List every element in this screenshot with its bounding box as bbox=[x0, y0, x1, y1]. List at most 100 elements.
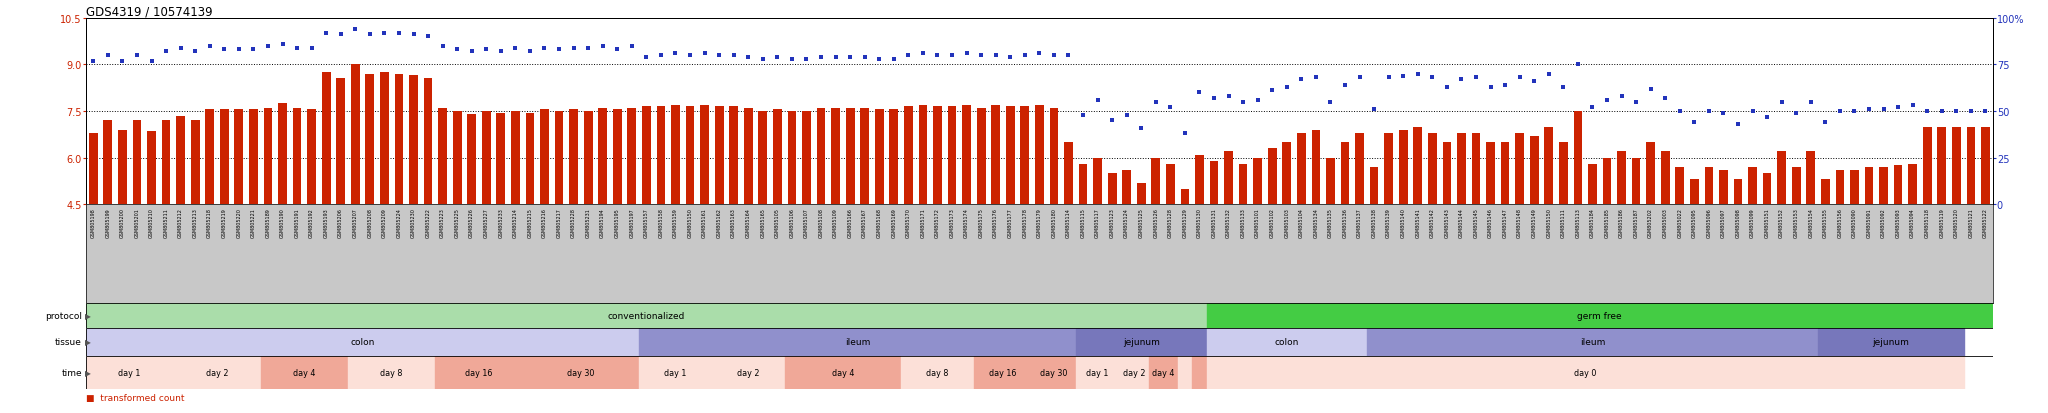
Text: GSM805219: GSM805219 bbox=[221, 208, 227, 237]
Text: GSM805161: GSM805161 bbox=[702, 208, 707, 237]
Text: GSM805192: GSM805192 bbox=[309, 208, 313, 237]
Bar bbox=[948, 107, 956, 205]
Bar bbox=[1065, 143, 1073, 205]
Bar bbox=[1366, 328, 1819, 356]
Bar bbox=[1075, 356, 1120, 389]
Text: GSM805228: GSM805228 bbox=[571, 208, 575, 237]
Bar bbox=[598, 109, 606, 205]
Text: ▶: ▶ bbox=[86, 337, 90, 347]
Text: GSM805003: GSM805003 bbox=[1663, 208, 1667, 237]
Bar bbox=[1733, 180, 1743, 205]
Bar bbox=[729, 107, 737, 205]
Text: GSM805095: GSM805095 bbox=[1692, 208, 1698, 237]
Text: GSM805121: GSM805121 bbox=[1968, 208, 1974, 237]
Text: GSM805214: GSM805214 bbox=[512, 208, 518, 237]
Bar bbox=[1180, 190, 1190, 205]
Bar bbox=[350, 65, 360, 205]
Bar bbox=[1239, 164, 1247, 205]
Text: GSM805140: GSM805140 bbox=[1401, 208, 1405, 237]
Text: GSM805159: GSM805159 bbox=[674, 208, 678, 237]
Text: GSM805109: GSM805109 bbox=[834, 208, 838, 237]
Bar bbox=[860, 109, 868, 205]
Text: GSM805211: GSM805211 bbox=[164, 208, 168, 237]
Text: ileum: ileum bbox=[844, 337, 870, 347]
Text: GSM805098: GSM805098 bbox=[1735, 208, 1741, 237]
Bar bbox=[657, 107, 666, 205]
Text: GSM805133: GSM805133 bbox=[1241, 208, 1245, 237]
Bar bbox=[219, 110, 229, 205]
Text: GSM805132: GSM805132 bbox=[1227, 208, 1231, 237]
Bar bbox=[1032, 356, 1075, 389]
Text: day 1: day 1 bbox=[664, 368, 686, 377]
Bar bbox=[1690, 180, 1698, 205]
Text: ▶: ▶ bbox=[86, 311, 90, 320]
Bar bbox=[920, 106, 928, 205]
Text: GDS4319 / 10574139: GDS4319 / 10574139 bbox=[86, 6, 213, 19]
Bar bbox=[1821, 180, 1829, 205]
Bar bbox=[1210, 161, 1219, 205]
Text: GSM805156: GSM805156 bbox=[1837, 208, 1843, 237]
Text: GSM805099: GSM805099 bbox=[1751, 208, 1755, 237]
Bar bbox=[1108, 174, 1116, 205]
Text: day 8: day 8 bbox=[381, 368, 403, 377]
Text: GSM805174: GSM805174 bbox=[965, 208, 969, 237]
Text: GSM805217: GSM805217 bbox=[557, 208, 561, 237]
Bar bbox=[174, 356, 260, 389]
Text: GSM805175: GSM805175 bbox=[979, 208, 983, 237]
Text: GSM805225: GSM805225 bbox=[455, 208, 459, 237]
Bar bbox=[1880, 168, 1888, 205]
Bar bbox=[1864, 168, 1874, 205]
Text: GSM805128: GSM805128 bbox=[1167, 208, 1174, 237]
Bar bbox=[336, 79, 346, 205]
Text: GSM805223: GSM805223 bbox=[440, 208, 444, 237]
Bar bbox=[1206, 304, 1993, 328]
Text: GSM805119: GSM805119 bbox=[1939, 208, 1944, 237]
Bar bbox=[395, 74, 403, 205]
Text: GSM805187: GSM805187 bbox=[1634, 208, 1638, 237]
Text: GSM805168: GSM805168 bbox=[877, 208, 883, 237]
Text: day 0: day 0 bbox=[1575, 368, 1595, 377]
Bar bbox=[1587, 164, 1597, 205]
Text: GSM805154: GSM805154 bbox=[1808, 208, 1812, 237]
Bar bbox=[176, 116, 184, 205]
Bar bbox=[541, 110, 549, 205]
Text: day 4: day 4 bbox=[831, 368, 854, 377]
Bar bbox=[1079, 164, 1087, 205]
Text: GSM805186: GSM805186 bbox=[1620, 208, 1624, 237]
Bar bbox=[438, 109, 446, 205]
Bar bbox=[555, 112, 563, 205]
Text: jejunum: jejunum bbox=[1872, 337, 1909, 347]
Text: day 2: day 2 bbox=[1122, 368, 1145, 377]
Text: day 4: day 4 bbox=[1151, 368, 1174, 377]
Bar bbox=[1034, 106, 1044, 205]
Text: GSM805103: GSM805103 bbox=[1284, 208, 1290, 237]
Bar bbox=[889, 110, 899, 205]
Bar bbox=[934, 107, 942, 205]
Text: day 8: day 8 bbox=[926, 368, 948, 377]
Bar bbox=[293, 109, 301, 205]
Text: GSM805206: GSM805206 bbox=[338, 208, 344, 237]
Bar bbox=[436, 356, 522, 389]
Text: GSM805172: GSM805172 bbox=[936, 208, 940, 237]
Text: day 16: day 16 bbox=[465, 368, 494, 377]
Text: GSM805222: GSM805222 bbox=[426, 208, 430, 237]
Bar bbox=[1559, 143, 1567, 205]
Bar bbox=[1530, 137, 1538, 205]
Bar bbox=[1632, 158, 1640, 205]
Text: GSM805108: GSM805108 bbox=[819, 208, 823, 237]
Bar bbox=[104, 121, 113, 205]
Bar bbox=[1120, 356, 1149, 389]
Bar bbox=[1341, 143, 1350, 205]
Bar bbox=[1966, 127, 1974, 205]
Text: GSM805166: GSM805166 bbox=[848, 208, 852, 237]
Bar bbox=[481, 112, 492, 205]
Text: day 2: day 2 bbox=[737, 368, 760, 377]
Text: GSM805105: GSM805105 bbox=[774, 208, 780, 237]
Bar bbox=[348, 356, 436, 389]
Bar bbox=[1835, 171, 1845, 205]
Bar bbox=[874, 110, 883, 205]
Text: GSM805198: GSM805198 bbox=[90, 208, 96, 237]
Bar bbox=[846, 109, 854, 205]
Bar bbox=[639, 328, 1075, 356]
Bar bbox=[260, 356, 348, 389]
